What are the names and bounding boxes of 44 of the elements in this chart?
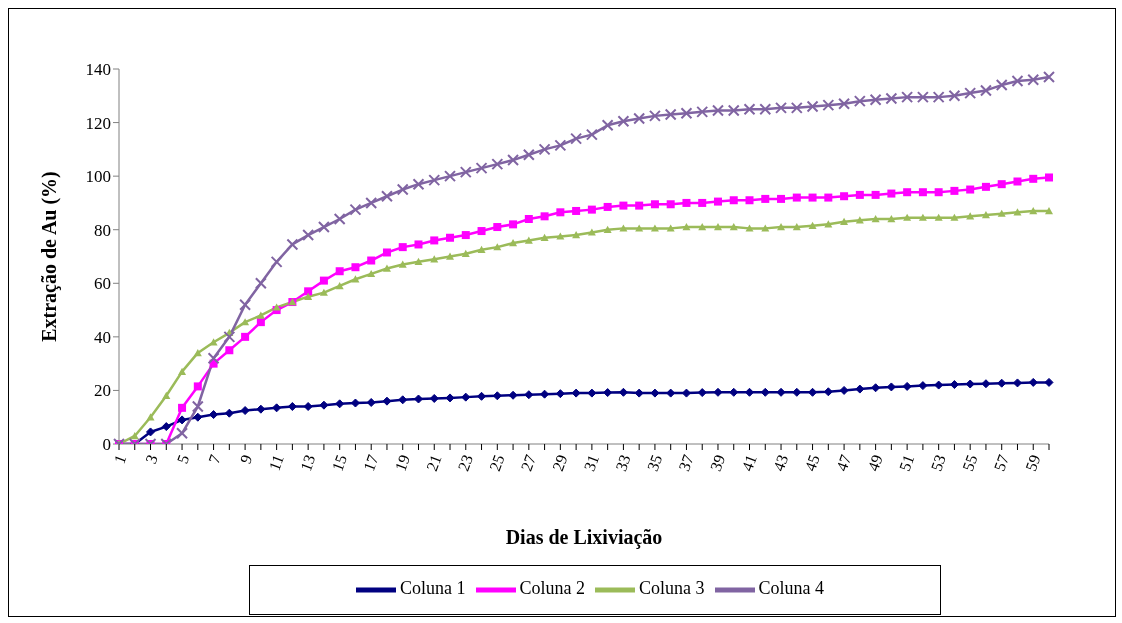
x-tick-label: 1 [110,452,130,466]
y-axis-title: Extração de Au (%) [38,171,62,342]
y-tick-label: 20 [94,381,111,401]
y-tick-label: 80 [94,220,111,240]
x-tick-label: 25 [486,452,508,474]
y-tick-label: 140 [85,60,111,80]
y-tick-label: 40 [94,327,111,347]
x-tick-label: 9 [236,452,256,466]
y-tick-label: 100 [85,167,111,187]
x-tick-label: 41 [738,452,760,474]
x-tick-label: 7 [205,452,224,466]
legend-label: Coluna 2 [519,578,585,599]
x-tick-label: 57 [990,452,1012,474]
x-tick-label: 49 [864,452,886,474]
x-tick-label: 3 [142,452,161,466]
x-axis-title: Dias de Lixiviação [505,526,663,549]
x-tick-label: 39 [706,452,729,474]
x-tick-label: 45 [801,452,823,474]
x-tick-label: 31 [580,452,603,474]
x-tick-label: 37 [675,452,697,474]
x-tick-label: 53 [927,452,949,474]
x-tick-label: 33 [612,452,634,474]
x-tick-label: 35 [643,452,666,474]
x-tick-label: 13 [296,452,319,474]
x-tick-label: 55 [959,452,981,474]
x-tick-label: 27 [517,452,540,474]
x-tick-label: 21 [423,452,445,474]
x-tick-label: 5 [173,452,193,466]
legend-label: Coluna 1 [400,578,466,599]
x-tick-label: 29 [549,452,571,474]
x-tick-label: 23 [454,452,477,474]
x-tick-label: 17 [360,452,382,474]
legend-label: Coluna 3 [639,578,705,599]
y-tick-label: 60 [94,274,111,294]
x-tick-label: 19 [391,452,413,474]
x-tick-label: 59 [1022,452,1044,474]
x-tick-label: 11 [265,452,287,473]
legend-label: Coluna 4 [758,578,824,599]
x-tick-label: 15 [328,452,350,474]
y-tick-label: 120 [85,113,111,133]
x-tick-label: 51 [895,452,918,474]
x-tick-label: 47 [832,452,855,474]
y-tick-label: 0 [102,435,111,455]
x-tick-label: 43 [769,452,792,474]
